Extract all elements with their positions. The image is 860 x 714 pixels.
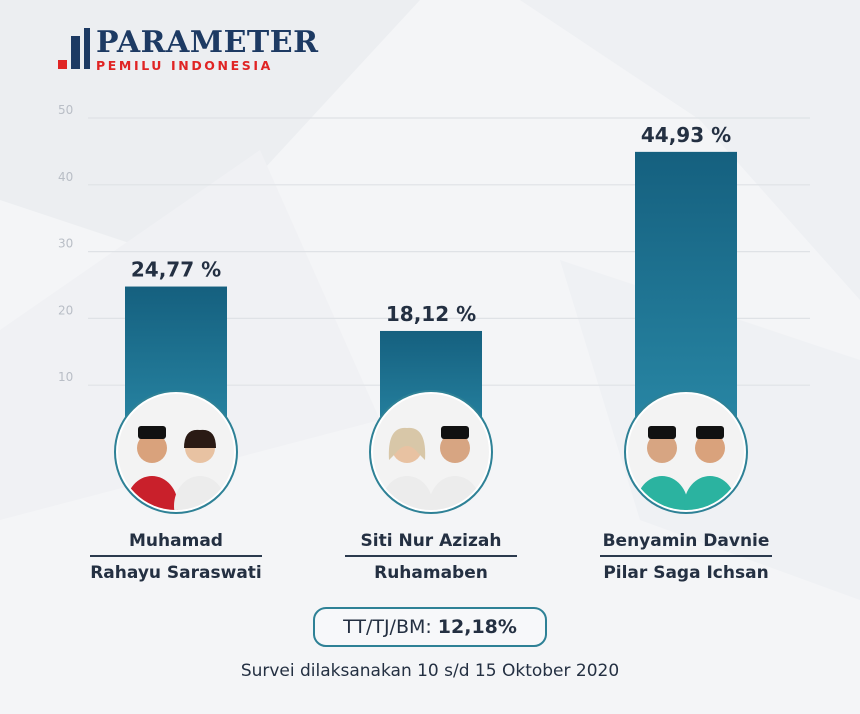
candidate-pair-photo-icon bbox=[114, 390, 238, 514]
candidate-name-bottom: Ruhamaben bbox=[374, 563, 488, 583]
bar-chart: 10 20 30 40 50 24,77 % 18,12 % 44,93 % bbox=[58, 103, 810, 514]
undecided-value: 12,18% bbox=[437, 616, 517, 638]
undecided-label: TT/TJ/BM: bbox=[343, 616, 432, 638]
candidate-name-bottom: Rahayu Saraswati bbox=[90, 563, 262, 583]
candidate-name-top: Benyamin Davnie bbox=[602, 531, 770, 551]
candidate-pair-photo-icon bbox=[624, 390, 748, 514]
bar-value-label: 18,12 % bbox=[386, 302, 476, 326]
bar-value-label: 24,77 % bbox=[131, 258, 221, 282]
brand-subtitle: PEMILU INDONESIA bbox=[96, 58, 273, 73]
candidate-pair-photo-icon bbox=[369, 390, 493, 514]
y-tick-label: 20 bbox=[58, 303, 73, 317]
brand-title: PARAMETER bbox=[96, 25, 319, 60]
bar-value-label: 44,93 % bbox=[641, 123, 731, 147]
y-tick-label: 50 bbox=[58, 103, 73, 117]
brand-bars-icon bbox=[58, 28, 90, 69]
candidate-name-divider bbox=[90, 555, 262, 557]
y-tick-label: 10 bbox=[58, 370, 73, 384]
y-tick-label: 30 bbox=[58, 237, 73, 251]
candidate-name-divider bbox=[345, 555, 517, 557]
candidate-name-top: Muhamad bbox=[129, 531, 223, 551]
undecided-summary-box: TT/TJ/BM: 12,18% bbox=[313, 607, 547, 647]
candidate-name-top: Siti Nur Azizah bbox=[360, 531, 502, 551]
candidate-name-divider bbox=[600, 555, 772, 557]
y-tick-label: 40 bbox=[58, 170, 73, 184]
candidate-name-bottom: Pilar Saga Ichsan bbox=[603, 563, 769, 583]
survey-date-footnote: Survei dilaksanakan 10 s/d 15 Oktober 20… bbox=[240, 661, 620, 681]
